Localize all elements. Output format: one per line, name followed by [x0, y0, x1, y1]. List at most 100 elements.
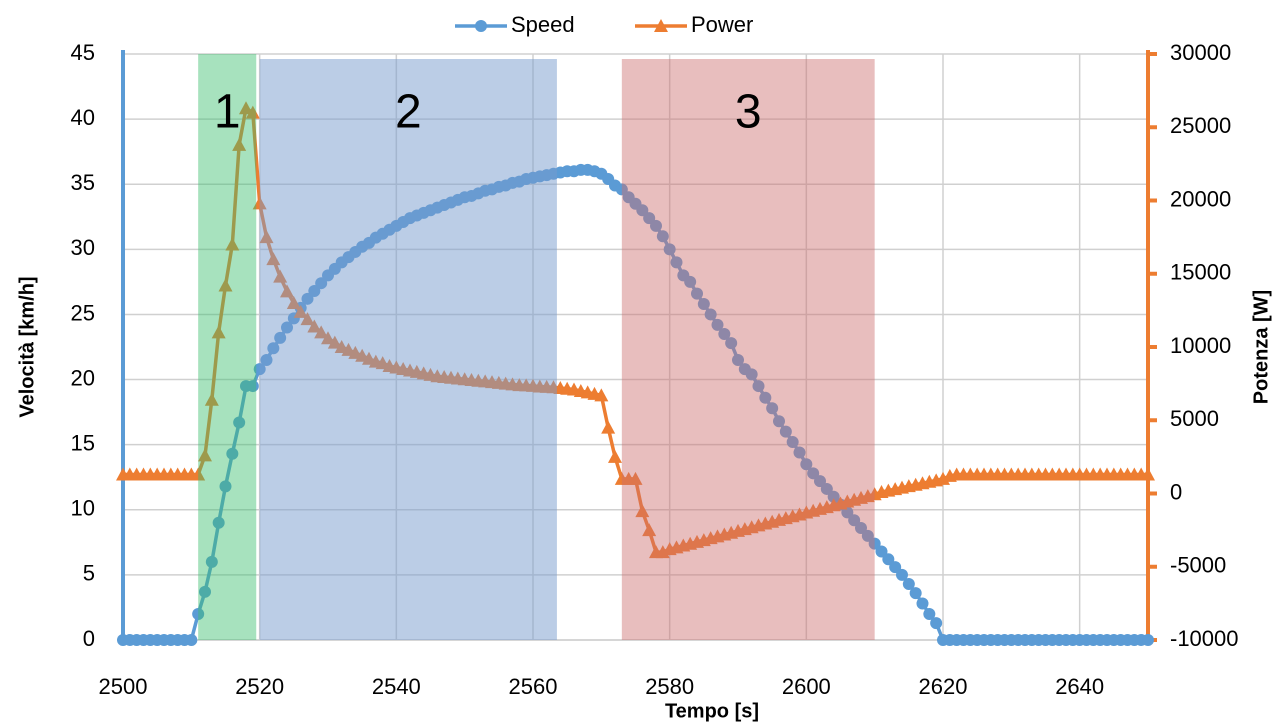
x-tick-label: 2580 — [645, 674, 694, 699]
marker — [800, 458, 813, 471]
marker — [226, 447, 239, 460]
marker — [1142, 634, 1154, 646]
x-tick-label: 2600 — [782, 674, 831, 699]
y2-tick-label: 5000 — [1170, 406, 1219, 431]
marker — [902, 578, 915, 591]
marker — [697, 298, 710, 311]
marker — [219, 480, 232, 493]
x-tick-label: 2640 — [1055, 674, 1104, 699]
y2-tick-label: -5000 — [1170, 553, 1226, 578]
y-tick-label: 25 — [71, 300, 95, 325]
marker — [732, 354, 744, 367]
marker — [239, 101, 253, 115]
marker — [218, 278, 233, 292]
y2-tick-label: 10000 — [1170, 333, 1231, 358]
marker — [663, 243, 676, 256]
x-tick-label: 2620 — [919, 674, 968, 699]
y-tick-label: 10 — [71, 496, 95, 521]
y-axis-title: Velocità [km/h] — [16, 276, 38, 417]
marker — [882, 553, 895, 566]
marker — [889, 561, 902, 574]
y-tick-label: 5 — [83, 561, 95, 586]
y2-tick-label: 30000 — [1170, 40, 1231, 65]
region — [621, 59, 875, 640]
marker — [725, 337, 738, 350]
marker — [191, 467, 206, 481]
marker — [848, 514, 861, 527]
marker — [192, 607, 205, 620]
marker — [916, 597, 929, 610]
marker — [855, 522, 867, 535]
marker — [820, 482, 833, 495]
marker — [232, 137, 247, 151]
y-tick-label: 20 — [71, 365, 95, 390]
y2-axis-title: Potenza [W] — [1250, 290, 1272, 404]
marker — [643, 212, 656, 225]
marker — [635, 504, 650, 518]
x-axis-title: Tempo [s] — [665, 700, 759, 722]
marker — [594, 388, 609, 402]
y-tick-label: 30 — [71, 235, 95, 260]
marker — [670, 256, 683, 269]
marker — [608, 449, 622, 463]
y-tick-label: 45 — [71, 40, 95, 65]
marker — [923, 607, 936, 620]
marker — [773, 415, 785, 428]
marker — [245, 105, 260, 119]
marker — [199, 585, 211, 598]
marker — [601, 420, 616, 434]
marker — [246, 380, 259, 393]
marker — [752, 380, 765, 393]
x-tick-label: 2540 — [372, 674, 421, 699]
marker — [204, 392, 219, 406]
legend-marker — [475, 20, 487, 32]
legend-marker — [654, 19, 668, 32]
marker — [185, 634, 198, 646]
y2-tick-label: 20000 — [1170, 186, 1231, 211]
marker — [636, 204, 649, 217]
marker — [211, 325, 226, 339]
marker — [827, 490, 840, 503]
region — [198, 54, 257, 640]
y-tick-label: 35 — [71, 170, 95, 195]
marker — [628, 471, 643, 485]
y2-tick-label: 25000 — [1170, 113, 1231, 138]
marker — [642, 523, 657, 537]
marker — [875, 545, 888, 558]
marker — [650, 219, 662, 232]
x-tick-label: 2520 — [235, 674, 284, 699]
y2-tick-label: 15000 — [1170, 260, 1231, 285]
y-tick-label: 40 — [71, 105, 95, 130]
marker — [814, 475, 826, 488]
y2-tick-label: -10000 — [1170, 626, 1239, 651]
marker — [718, 327, 731, 340]
marker — [930, 617, 943, 630]
marker — [225, 237, 240, 251]
region-label: 1 — [214, 86, 241, 139]
marker — [793, 446, 806, 459]
marker — [868, 537, 881, 550]
marker — [909, 587, 922, 600]
marker — [861, 529, 874, 542]
region-label: 3 — [735, 86, 762, 139]
legend-label: Power — [691, 12, 753, 37]
marker — [205, 555, 218, 568]
y-tick-label: 0 — [83, 626, 95, 651]
legend-label: Speed — [511, 12, 575, 37]
marker — [896, 568, 908, 581]
y-tick-label: 15 — [71, 430, 95, 455]
marker — [656, 230, 669, 243]
marker — [786, 436, 799, 449]
y2-tick-label: 0 — [1170, 479, 1182, 504]
marker — [233, 416, 246, 429]
marker — [779, 425, 792, 438]
x-tick-label: 2560 — [509, 674, 558, 699]
x-tick-label: 2500 — [99, 674, 148, 699]
marker — [198, 448, 212, 462]
region-label: 2 — [395, 86, 422, 139]
marker — [212, 516, 225, 529]
marker — [807, 467, 820, 480]
marker — [745, 368, 758, 381]
marker — [1141, 467, 1155, 481]
marker — [691, 287, 703, 300]
